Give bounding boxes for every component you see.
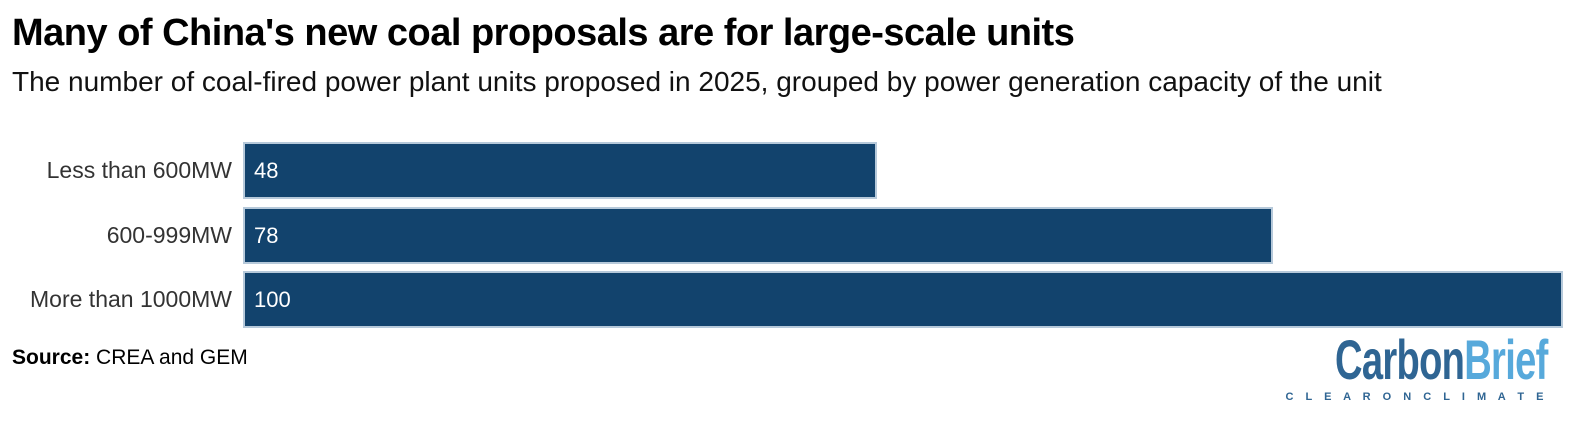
bar-more-than-1000mw: 100 [243, 271, 1563, 328]
logo-brief-text: Brief [1464, 328, 1549, 391]
bar-value-label: 48 [254, 157, 279, 183]
chart-row: 600-999MW 78 [0, 207, 1590, 264]
bar-track: 48 [243, 142, 1563, 199]
source-note: Source: CREA and GEM [12, 346, 248, 370]
category-label-less-than-600mw: Less than 600MW [46, 157, 232, 183]
chart-title: Many of China's new coal proposals are f… [12, 12, 1075, 54]
chart-row: Less than 600MW 48 [0, 142, 1590, 199]
carbonbrief-logo: CarbonBrief C L E A R O N C L I M A T E [1235, 332, 1549, 404]
logo-tagline: C L E A R O N C L I M A T E [1285, 391, 1548, 403]
chart-row: More than 1000MW 100 [0, 271, 1590, 328]
chart-subtitle: The number of coal-fired power plant uni… [12, 66, 1382, 97]
logo-carbon-text: Carbon [1335, 328, 1465, 391]
source-text: CREA and GEM [96, 346, 248, 369]
source-label: Source: [12, 346, 91, 369]
bar-value-label: 100 [254, 286, 291, 312]
bar-less-than-600mw: 48 [243, 142, 877, 199]
category-label-600-999mw: 600-999MW [106, 222, 232, 248]
bar-track: 100 [243, 271, 1563, 328]
bar-600-999mw: 78 [243, 207, 1273, 264]
bar-value-label: 78 [254, 222, 279, 248]
bar-track: 78 [243, 207, 1563, 264]
category-label-more-than-1000mw: More than 1000MW [30, 286, 232, 312]
carbonbrief-wordmark: CarbonBrief [1335, 332, 1548, 388]
